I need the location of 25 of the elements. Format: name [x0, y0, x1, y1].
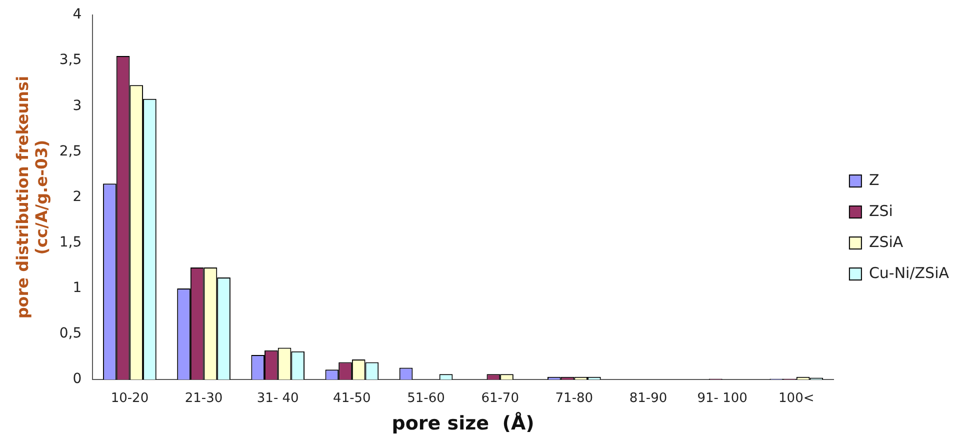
x-tick-label: 10-20 [110, 390, 149, 406]
y-tick-label: 0,5 [59, 326, 82, 342]
y-tick-label: 0 [72, 371, 82, 388]
x-tick-label: 71-80 [555, 390, 594, 406]
legend-label: ZSiA [868, 232, 904, 251]
x-tick-label: 21-30 [184, 390, 223, 406]
x-tick-label: 51-60 [407, 390, 445, 406]
y-tick-label: 1,5 [59, 234, 82, 251]
y-tick-label: 3,5 [59, 52, 82, 68]
y-tick-label: 2 [72, 188, 82, 205]
y-tick-label: 3 [72, 98, 82, 114]
x-tick-label: 100< [778, 390, 814, 406]
x-tick-label: 61-70 [481, 390, 519, 406]
y-axis-title: pore distribution frekeunsi (cc/A/g.e-03) [12, 76, 51, 319]
x-tick-label: 91- 100 [697, 390, 748, 406]
legend-label: ZSi [868, 202, 893, 220]
y-tick-label: 2,5 [59, 143, 82, 160]
y-tick-label: 4 [72, 6, 82, 23]
y-tick-label: 1 [72, 280, 82, 296]
x-tick-label: 41-50 [333, 390, 371, 406]
legend-label: Cu-Ni/ZSiA [868, 264, 950, 282]
x-tick-label: 31- 40 [256, 390, 299, 406]
x-tick-label: 81-90 [629, 390, 668, 406]
x-axis-title: pore size (Å) [392, 412, 534, 435]
legend-label: Z [868, 170, 880, 189]
